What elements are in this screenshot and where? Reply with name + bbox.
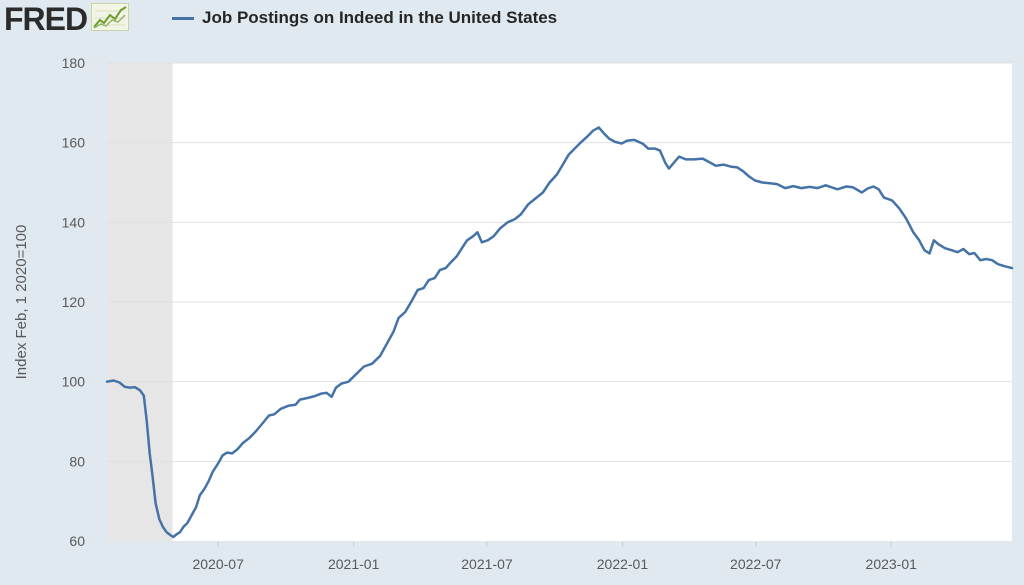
x-tick-label: 2021-07 — [461, 556, 513, 572]
y-tick-labels: 60 80 100 120 140 160 180 — [62, 55, 86, 549]
x-tick-label: 2022-07 — [730, 556, 782, 572]
legend-swatch — [172, 16, 194, 20]
x-tick-labels: 2020-07 2021-01 2021-07 2022-01 2022-07 2023-… — [192, 541, 917, 572]
y-tick-label: 80 — [69, 453, 85, 469]
chart-header: FRED Job Postings on Indeed in the Unite… — [0, 0, 1024, 40]
line-chart-icon — [91, 2, 130, 36]
legend-label: Job Postings on Indeed in the United Sta… — [202, 8, 558, 27]
x-tick-label: 2022-01 — [597, 556, 649, 572]
y-tick-label: 100 — [62, 374, 86, 390]
y-tick-label: 160 — [62, 135, 86, 151]
series-line[interactable] — [105, 126, 1014, 539]
grid-lines — [107, 62, 1012, 462]
x-tick-label: 2021-01 — [328, 556, 380, 572]
y-tick-label: 180 — [62, 55, 86, 71]
y-tick-label: 60 — [69, 533, 85, 549]
chart-legend[interactable]: Job Postings on Indeed in the United Sta… — [172, 8, 557, 28]
y-axis-title: Index Feb, 1 2020=100 — [13, 225, 30, 380]
x-tick-label: 2020-07 — [192, 556, 244, 572]
y-tick-label: 120 — [62, 294, 86, 310]
logo-text: FRED — [4, 1, 88, 37]
y-tick-label: 140 — [62, 214, 86, 230]
fred-logo[interactable]: FRED — [4, 1, 130, 37]
x-tick-label: 2023-01 — [866, 556, 918, 572]
